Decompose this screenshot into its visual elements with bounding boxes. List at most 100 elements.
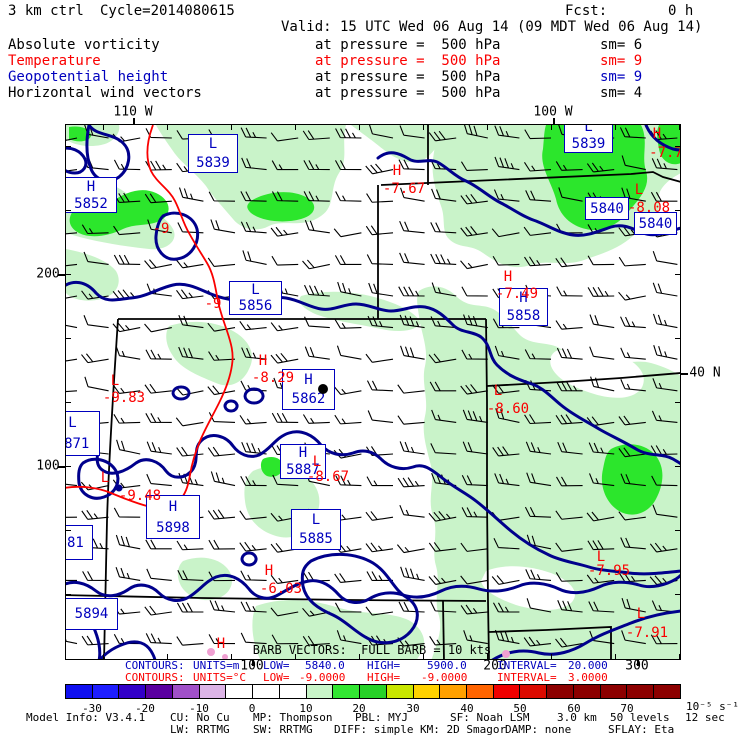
wind-barb	[651, 410, 678, 423]
wind-barb	[82, 571, 109, 581]
wind-barb	[144, 323, 172, 333]
wind-barb	[66, 258, 78, 268]
axis-tick	[359, 125, 360, 130]
model-info-segment: DAMP: none	[505, 723, 572, 736]
colorbar-tick-label: 10	[299, 702, 313, 715]
temperature-extremum-label: -7.7	[649, 145, 681, 161]
wind-barb	[113, 225, 141, 236]
field-level: at pressure = 500 hPa	[315, 69, 501, 85]
state-border	[380, 171, 680, 186]
field-level: at pressure = 500 hPa	[315, 53, 501, 69]
height-value: 5881	[66, 534, 84, 551]
model-info-segment: SF: Noah LSM	[450, 711, 530, 724]
wind-barb	[178, 187, 204, 202]
contour-info-segment: -9.0000	[299, 671, 346, 684]
wind-barb	[525, 569, 552, 581]
wind-barb	[144, 383, 172, 394]
wind-barb	[461, 475, 488, 487]
wind-barb	[492, 446, 520, 457]
colorbar-tick-label: 20	[352, 702, 366, 715]
state-border	[442, 600, 445, 659]
axis-tick	[675, 210, 680, 211]
wind-barb	[652, 378, 678, 392]
wind-barb	[494, 473, 520, 487]
height-extremum-box: H 5862	[282, 369, 335, 410]
wind-barb	[66, 225, 78, 236]
wind-barb	[302, 414, 330, 424]
wind-barb	[112, 322, 141, 333]
axis-tick	[551, 125, 552, 130]
wind-barb	[556, 347, 583, 360]
temperature-extremum-label: L	[100, 470, 110, 486]
height-extremum-box: L 5856	[229, 281, 282, 315]
wind-barb	[210, 471, 236, 487]
wind-barb	[429, 381, 457, 392]
wind-barb	[115, 345, 141, 360]
wind-barb	[431, 409, 457, 423]
axis-tick	[615, 654, 616, 659]
wind-barb	[587, 255, 615, 266]
colorbar-cell	[145, 685, 172, 698]
wind-barb	[366, 193, 394, 203]
wind-barb	[526, 472, 552, 487]
extremum-letter: L	[251, 282, 260, 298]
model-info-segment: Model Info: V3.4.1	[26, 711, 146, 724]
colorbar-cell	[626, 685, 654, 698]
axis-tick	[66, 338, 71, 339]
wind-barb	[240, 221, 267, 234]
wind-barb	[526, 598, 552, 613]
valid-time: Valid: 15 UTC Wed 06 Aug 14 (09 MDT Wed …	[281, 19, 703, 35]
wind-barb	[239, 320, 267, 331]
field-level: at pressure = 500 hPa	[315, 85, 501, 101]
axis-tick	[551, 654, 552, 659]
temperature-extremum-label: -7.91	[625, 625, 669, 641]
wind-barb	[620, 379, 646, 392]
axis-label-right: 40 N	[689, 365, 721, 381]
wind-barb	[336, 345, 362, 360]
axis-tick	[675, 466, 680, 467]
temperature-extremum-label: L	[493, 383, 503, 399]
wind-barb	[555, 161, 583, 171]
vorticity-fill-high	[260, 457, 284, 477]
wind-barb	[303, 160, 330, 171]
wind-barb	[588, 442, 615, 455]
axis-tick	[66, 466, 71, 467]
height-value: 5858	[506, 308, 541, 324]
wind-barb	[524, 129, 552, 140]
contour-info-segment: CONTOURS:	[125, 671, 185, 684]
wind-barb	[428, 542, 457, 552]
axis-tick	[679, 654, 680, 659]
axis-tick	[675, 146, 680, 147]
model-title: 3 km ctrl	[8, 3, 84, 19]
colorbar-cell	[653, 685, 680, 698]
wind-barb	[398, 159, 425, 171]
wind-barb	[209, 600, 236, 613]
wind-barb	[334, 160, 362, 171]
wind-barb	[621, 597, 646, 613]
wind-barb	[620, 537, 646, 550]
wind-barb	[399, 441, 425, 455]
wind-barb	[555, 414, 583, 425]
wind-barb	[240, 191, 267, 202]
wind-barb	[207, 509, 236, 520]
model-info-segment: PBL: MYJ	[355, 711, 408, 724]
field-label: Geopotential height	[8, 69, 169, 85]
wind-barb	[365, 446, 394, 456]
wind-barb	[144, 605, 172, 616]
wind-barb	[650, 191, 678, 202]
wind-barb	[492, 602, 520, 613]
wind-barb	[240, 127, 267, 139]
wind-barb	[304, 219, 330, 234]
wind-barb	[650, 634, 678, 645]
axis-tick	[58, 466, 65, 468]
wind-barb	[240, 632, 267, 645]
height-extremum-box: L 5885	[291, 509, 341, 550]
axis-tick	[133, 118, 135, 124]
colorbar-cell	[332, 685, 360, 698]
wind-barb	[491, 575, 520, 585]
model-info-segment: CU: No Cu	[170, 711, 230, 724]
wind-barb	[399, 125, 425, 139]
axis-tick	[675, 530, 680, 531]
vorticity-fill-low	[66, 249, 119, 301]
wind-barb	[176, 636, 204, 646]
